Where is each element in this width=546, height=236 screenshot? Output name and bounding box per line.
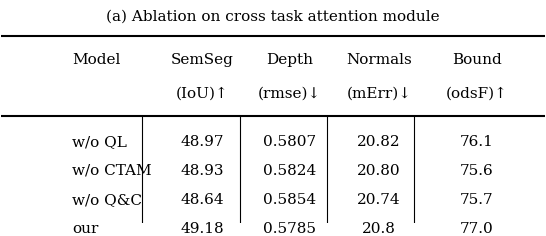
Text: w/o Q&C: w/o Q&C — [72, 193, 142, 207]
Text: (odsF)↑: (odsF)↑ — [446, 86, 508, 100]
Text: w/o CTAM: w/o CTAM — [72, 164, 152, 178]
Text: 20.8: 20.8 — [362, 222, 396, 236]
Text: 0.5785: 0.5785 — [263, 222, 316, 236]
Text: 0.5854: 0.5854 — [263, 193, 316, 207]
Text: (a) Ablation on cross task attention module: (a) Ablation on cross task attention mod… — [106, 10, 440, 24]
Text: SemSeg: SemSeg — [171, 53, 234, 67]
Text: (rmse)↓: (rmse)↓ — [258, 86, 321, 100]
Text: 76.1: 76.1 — [460, 135, 494, 149]
Text: Bound: Bound — [452, 53, 502, 67]
Text: 75.7: 75.7 — [460, 193, 494, 207]
Text: (mErr)↓: (mErr)↓ — [346, 86, 412, 100]
Text: 75.6: 75.6 — [460, 164, 494, 178]
Text: Normals: Normals — [346, 53, 412, 67]
Text: 20.74: 20.74 — [357, 193, 401, 207]
Text: 48.93: 48.93 — [181, 164, 224, 178]
Text: 49.18: 49.18 — [181, 222, 224, 236]
Text: Model: Model — [72, 53, 120, 67]
Text: w/o QL: w/o QL — [72, 135, 127, 149]
Text: 0.5807: 0.5807 — [263, 135, 316, 149]
Text: 0.5824: 0.5824 — [263, 164, 316, 178]
Text: 48.97: 48.97 — [181, 135, 224, 149]
Text: 20.82: 20.82 — [357, 135, 401, 149]
Text: 48.64: 48.64 — [181, 193, 224, 207]
Text: (IoU)↑: (IoU)↑ — [176, 86, 229, 100]
Text: 20.80: 20.80 — [357, 164, 401, 178]
Text: Depth: Depth — [266, 53, 313, 67]
Text: 77.0: 77.0 — [460, 222, 494, 236]
Text: our: our — [72, 222, 98, 236]
